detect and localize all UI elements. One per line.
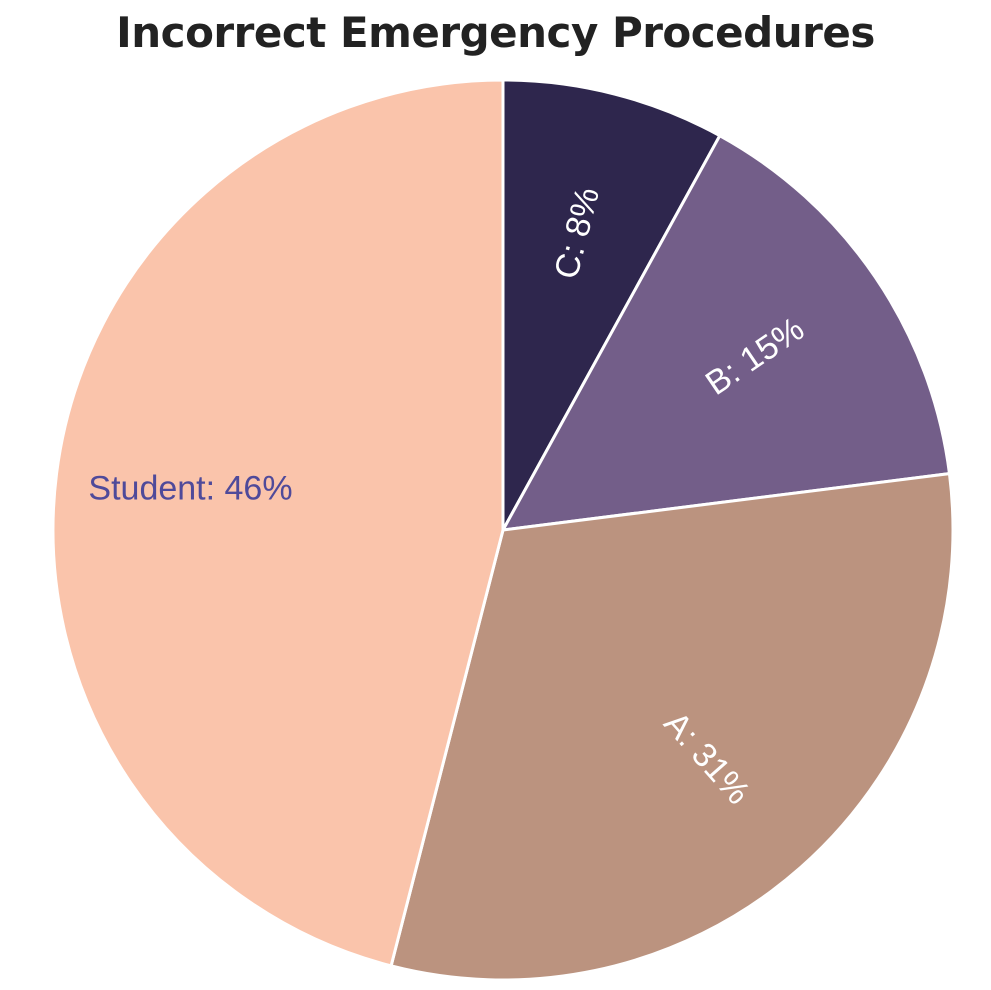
pie-label-student: Student: 46%	[88, 470, 292, 508]
pie-slice-c	[501, 78, 722, 531]
pie-slice-student	[51, 78, 505, 968]
chart-title: Incorrect Emergency Procedures	[116, 8, 875, 57]
pie-slice-a	[389, 471, 955, 982]
pie-slices	[51, 78, 955, 982]
pie-slice-b	[500, 133, 952, 532]
